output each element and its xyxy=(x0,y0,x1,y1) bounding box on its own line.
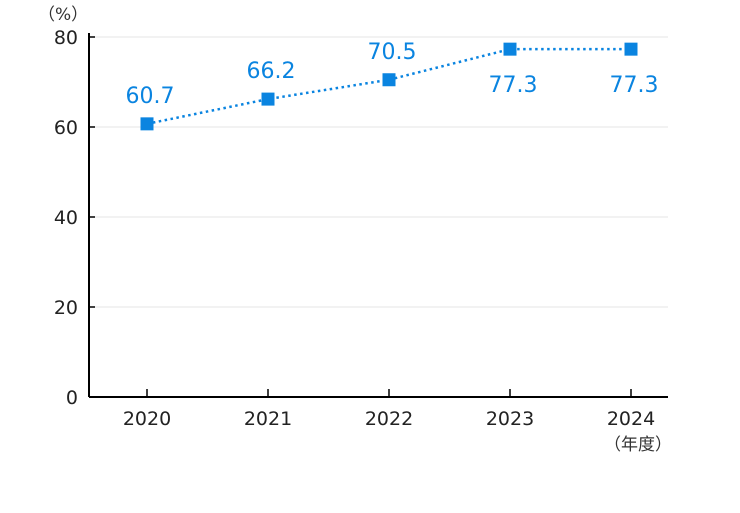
data-markers xyxy=(140,42,638,131)
axes xyxy=(88,33,668,398)
data-marker-2024 xyxy=(624,42,638,56)
data-marker-2022 xyxy=(382,73,396,87)
data-marker-2021 xyxy=(261,92,275,106)
y-axis-unit-label: （%） xyxy=(38,5,88,25)
y-tick-label-60: 60 xyxy=(54,117,78,139)
data-marker-2023 xyxy=(503,42,517,56)
y-axis-ticks: 0 20 40 60 80 xyxy=(54,27,95,409)
y-tick-label-0: 0 xyxy=(66,387,78,409)
data-label-2024: 77.3 xyxy=(610,73,659,98)
data-label-2020: 60.7 xyxy=(126,84,175,109)
x-tick-label-2023: 2023 xyxy=(486,408,534,430)
data-label-2023: 77.3 xyxy=(489,73,538,98)
y-tick-label-20: 20 xyxy=(54,297,78,319)
x-tick-label-2021: 2021 xyxy=(244,408,292,430)
gridlines xyxy=(89,36,668,308)
data-marker-2020 xyxy=(140,117,154,131)
data-labels: 60.7 66.2 70.5 77.3 77.3 xyxy=(126,40,659,109)
x-axis-unit-label: （年度） xyxy=(604,435,672,455)
y-tick-label-80: 80 xyxy=(54,27,78,49)
data-label-2022: 70.5 xyxy=(368,40,417,65)
x-tick-label-2020: 2020 xyxy=(123,408,171,430)
data-label-2021: 66.2 xyxy=(247,59,296,84)
x-axis-ticks: 2020 2021 2022 2023 2024 xyxy=(123,389,655,430)
x-tick-label-2024: 2024 xyxy=(607,408,655,430)
y-tick-label-40: 40 xyxy=(54,207,78,229)
x-tick-label-2022: 2022 xyxy=(365,408,413,430)
